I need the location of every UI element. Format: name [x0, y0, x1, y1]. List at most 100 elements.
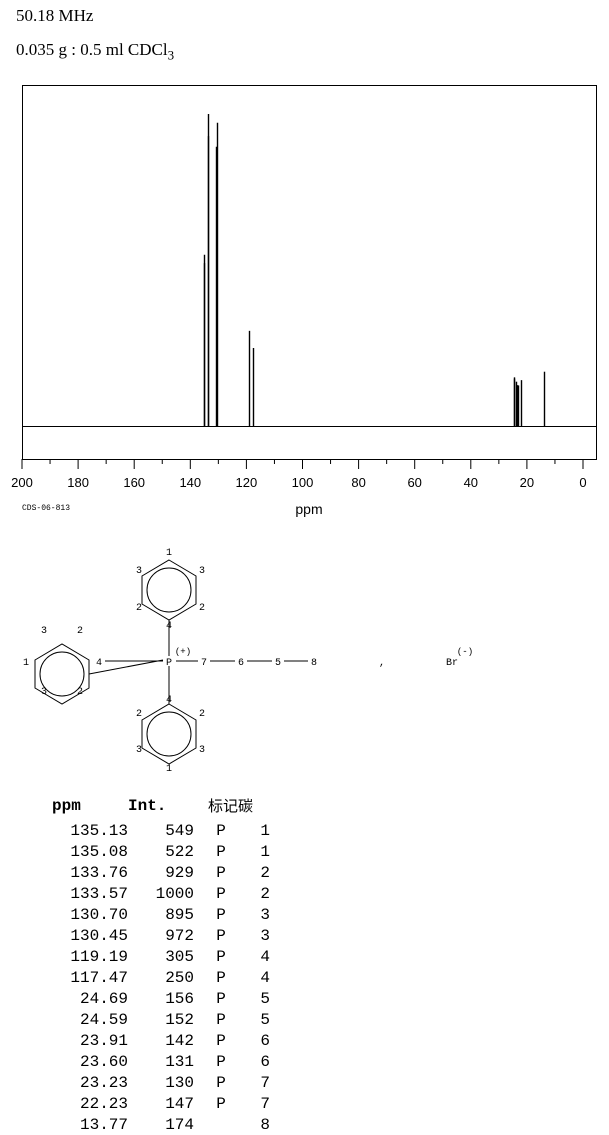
cell-carbon-label: 7: [260, 1073, 270, 1092]
table-row: 133.57 1000 P 2: [52, 883, 270, 904]
table-row: 135.08 522 P 1: [52, 841, 270, 862]
x-axis-ticks: [21, 459, 584, 469]
left-phenyl-ring: [34, 643, 90, 705]
cell-carbon-label: 3: [260, 926, 270, 945]
cell-multiplicity: P: [216, 842, 226, 861]
table-row: 23.91 142 P 6: [52, 1030, 270, 1051]
sample-subscript: 3: [167, 47, 175, 63]
peak-series: [203, 114, 546, 426]
cell-multiplicity: P: [216, 821, 226, 840]
atom-label: 2: [199, 603, 205, 614]
table-header-row: ppm Int. 标记碳: [52, 795, 270, 820]
cell-ppm: 13.77: [79, 1115, 128, 1134]
x-axis-tick-labels: 200 180 160 140 120 100 80 60 40 20 0: [11, 475, 586, 490]
cell-ppm: 130.70: [70, 905, 128, 924]
x-tick-label: 160: [123, 475, 145, 490]
cell-int: 174: [165, 1115, 194, 1134]
header-labeled-carbon: 标记碳: [208, 797, 254, 815]
atom-label: 1: [23, 658, 29, 669]
cell-int: 1000: [155, 884, 194, 903]
cell-multiplicity: [194, 1114, 240, 1135]
table-row: 22.23 147 P 7: [52, 1093, 270, 1114]
cell-ppm: 130.45: [70, 926, 128, 945]
header-ppm: ppm: [52, 796, 81, 815]
cell-int: 156: [165, 989, 194, 1008]
cell-carbon-label: 8: [260, 1115, 270, 1134]
x-tick-label: 100: [292, 475, 314, 490]
cell-int: 522: [165, 842, 194, 861]
table-row: 130.45 972 P 3: [52, 925, 270, 946]
cell-carbon-label: 5: [260, 989, 270, 1008]
chain-label: 6: [238, 658, 244, 669]
table-row: 117.47 250 P 4: [52, 967, 270, 988]
x-tick-label: 80: [351, 475, 365, 490]
table-row: 23.23 130 P 7: [52, 1072, 270, 1093]
table-row: 13.77 174 8: [52, 1114, 270, 1135]
x-tick-label: 20: [520, 475, 534, 490]
phosphorus-atom: P: [166, 658, 172, 669]
cell-multiplicity: P: [216, 1094, 226, 1113]
table-row: 130.70 895 P 3: [52, 904, 270, 925]
atom-label: 3: [199, 745, 205, 756]
atom-label: 3: [136, 566, 142, 577]
sample-description: 0.035 g : 0.5 ml CDCl3: [16, 40, 174, 63]
cell-multiplicity: P: [216, 905, 226, 924]
cell-multiplicity: P: [216, 1010, 226, 1029]
cell-ppm: 135.08: [70, 842, 128, 861]
cell-carbon-label: 4: [260, 968, 270, 987]
left-ring-aromatic-circle: [39, 651, 85, 697]
x-tick-label: 60: [407, 475, 421, 490]
peak-table: ppm Int. 标记碳 135.13 549 P 1 135.08 522 P 1 133.7…: [52, 795, 270, 1135]
atom-label: 4: [166, 621, 172, 632]
atom-label: 2: [136, 709, 142, 720]
cell-ppm: 117.47: [70, 968, 128, 987]
atom-label: 4: [96, 658, 102, 669]
phosphorus-charge: (+): [175, 647, 191, 657]
cell-ppm: 23.60: [79, 1052, 128, 1071]
atom-label: 1: [166, 764, 172, 775]
atom-label: 1: [166, 548, 172, 559]
cell-carbon-label: 1: [260, 842, 270, 861]
cell-multiplicity: P: [216, 1073, 226, 1092]
atom-label: 3: [199, 566, 205, 577]
cell-ppm: 133.57: [70, 884, 128, 903]
cell-int: 147: [165, 1094, 194, 1113]
atom-label: 2: [199, 709, 205, 720]
x-tick-label: 180: [67, 475, 89, 490]
counterion: Br: [446, 658, 458, 669]
chain-label: 8: [311, 658, 317, 669]
bottom-phenyl-ring: [141, 703, 197, 765]
cell-ppm: 135.13: [70, 821, 128, 840]
top-ring-aromatic-circle: [146, 567, 192, 613]
atom-label: 2: [77, 687, 83, 698]
table-row: 119.19 305 P 4: [52, 946, 270, 967]
cell-multiplicity: P: [216, 968, 226, 987]
cell-carbon-label: 5: [260, 1010, 270, 1029]
top-phenyl-ring: [141, 559, 197, 621]
bottom-ring-aromatic-circle: [146, 711, 192, 757]
cell-carbon-label: 2: [260, 863, 270, 882]
atom-label: 3: [41, 687, 47, 698]
cell-multiplicity: P: [216, 1031, 226, 1050]
cell-ppm: 23.23: [79, 1073, 128, 1092]
x-tick-label: 0: [579, 475, 586, 490]
nmr-spectrum-chart: 200 180 160 140 120 100 80 60 40 20 0 ppm: [11, 85, 597, 517]
atom-label: 2: [77, 626, 83, 637]
cell-int: 895: [165, 905, 194, 924]
table-row: 133.76 929 P 2: [52, 862, 270, 883]
atom-label: 3: [41, 626, 47, 637]
cell-carbon-label: 7: [260, 1094, 270, 1113]
table-row: 135.13 549 P 1: [52, 820, 270, 841]
x-tick-label: 40: [464, 475, 478, 490]
cell-int: 142: [165, 1031, 194, 1050]
chain-label: 7: [201, 658, 207, 669]
x-axis-label: ppm: [295, 501, 322, 517]
cell-int: 929: [165, 863, 194, 882]
spectrum-code: CDS-06-813: [22, 504, 71, 513]
cell-carbon-label: 3: [260, 905, 270, 924]
cell-int: 250: [165, 968, 194, 987]
cell-multiplicity: P: [216, 926, 226, 945]
cell-multiplicity: P: [216, 884, 226, 903]
chain-label: 5: [275, 658, 281, 669]
x-tick-label: 140: [179, 475, 201, 490]
